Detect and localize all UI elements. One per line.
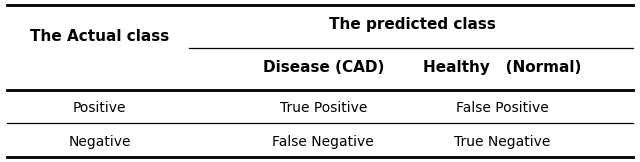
Text: Positive: Positive: [73, 101, 127, 115]
Text: True Negative: True Negative: [454, 135, 550, 149]
Text: Healthy   (Normal): Healthy (Normal): [423, 60, 581, 75]
Text: The predicted class: The predicted class: [329, 17, 496, 32]
Text: False Positive: False Positive: [456, 101, 548, 115]
Text: The Actual class: The Actual class: [30, 29, 170, 44]
Text: True Positive: True Positive: [280, 101, 367, 115]
Text: False Negative: False Negative: [272, 135, 374, 149]
Text: Disease (CAD): Disease (CAD): [262, 60, 384, 75]
Text: Negative: Negative: [68, 135, 131, 149]
